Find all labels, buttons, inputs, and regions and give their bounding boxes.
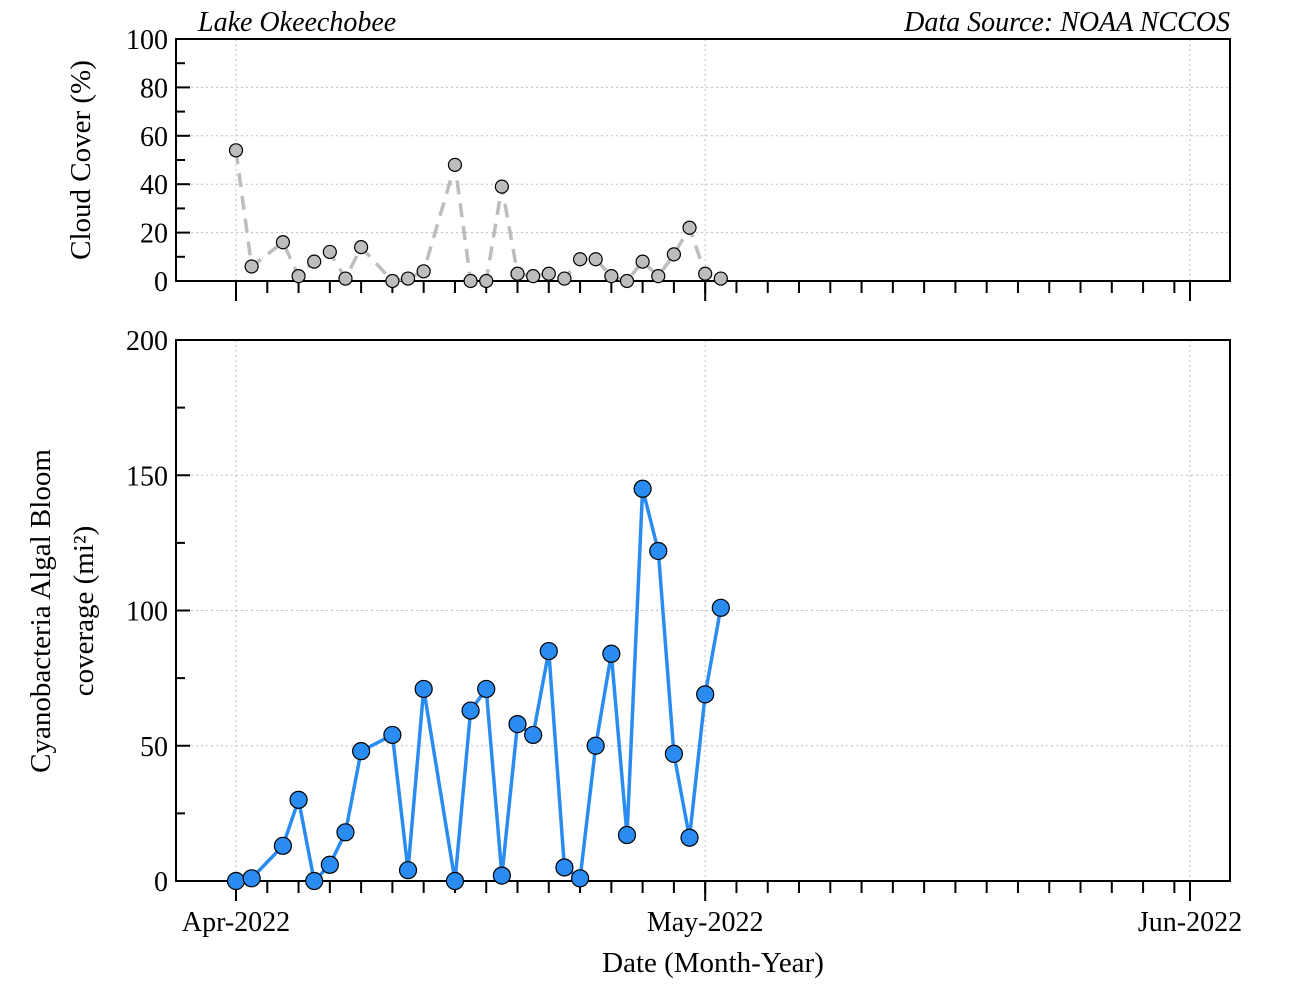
cloud-data-point (275, 235, 291, 250)
cloud-data-point (651, 269, 666, 284)
bloom-data-point (336, 823, 355, 842)
bloom-data-point (273, 836, 293, 855)
bloom-data-point (383, 725, 402, 745)
cloud-y-tick-label: 60 (140, 122, 168, 153)
cloud-data-point (307, 254, 322, 269)
cloud-y-tick-label: 40 (140, 170, 168, 201)
bloom-data-point (242, 869, 261, 888)
bloom-data-point (305, 871, 324, 891)
bloom-data-point (461, 701, 480, 720)
cloud-data-point (322, 244, 337, 260)
bloom-data-point (649, 541, 668, 561)
bloom-data-point (570, 869, 590, 888)
cloud-data-point (400, 271, 416, 286)
bloom-data-point (414, 679, 433, 699)
bloom-data-point (508, 715, 527, 734)
cloud-data-point (666, 247, 682, 262)
bloom-data-point (680, 828, 699, 847)
cloud-data-point (479, 273, 494, 289)
bloom-data-point (398, 861, 418, 880)
bloom-axis-title-line-1: Cyanobacteria Algal Bloom (25, 449, 57, 773)
bloom-data-point (352, 742, 371, 761)
x-axis-title: Date (Month-Year) (602, 947, 824, 979)
bloom-data-point (492, 866, 511, 885)
cloud-data-point (635, 254, 650, 269)
bloom-y-tick-label: 150 (126, 461, 168, 492)
bloom-x-tick-label: Apr-2022 (182, 907, 290, 938)
bloom-data-point (711, 598, 730, 617)
cloud-data-point (463, 273, 478, 289)
source-label: Data Source: NOAA NCCOS (903, 7, 1230, 38)
bloom-axis-title-line-2: coverage (mi²) (68, 526, 100, 697)
bloom-data-point (617, 825, 637, 845)
cloud-data-point (713, 271, 728, 286)
cloud-data-point (244, 259, 259, 274)
cloud-data-point (354, 240, 369, 255)
bloom-data-point (524, 725, 543, 745)
cloud-data-point (557, 271, 572, 286)
cloud-data-point (494, 179, 509, 194)
cloud-plot-frame (175, 38, 1231, 282)
cloud-data-point (541, 266, 556, 281)
cloud-y-tick-label: 100 (126, 25, 168, 56)
cloud-data-point (228, 143, 244, 158)
bloom-data-point (586, 736, 605, 755)
bloom-x-tick-label: Jun-2022 (1138, 907, 1242, 938)
cloud-y-tick-label: 20 (140, 219, 168, 250)
bloom-data-point (696, 685, 715, 704)
bloom-y-tick-label: 0 (154, 867, 168, 898)
cloud-data-point (510, 266, 525, 281)
bloom-y-tick-label: 200 (126, 326, 168, 357)
cloud-data-point (619, 273, 635, 289)
cloud-data-point (572, 252, 588, 267)
cloud-data-point (698, 266, 713, 281)
bloom-data-point (555, 858, 574, 877)
cloud-data-point (588, 252, 603, 267)
bloom-data-point (633, 479, 652, 498)
cloud-cover-panel: 0 20 40 60 80 100 (126, 25, 1231, 301)
bloom-y-tick-label: 100 (126, 597, 168, 628)
bloom-x-tick-label: May-2022 (647, 907, 764, 938)
cloud-y-tick-label: 0 (154, 267, 168, 298)
bloom-y-tick-label: 50 (140, 732, 168, 763)
cloud-data-point (604, 269, 619, 284)
cloud-data-point (447, 157, 463, 172)
bloom-data-point (445, 871, 465, 891)
cloud-data-point (526, 269, 541, 284)
cloud-y-tick-label: 80 (140, 73, 168, 104)
bloom-data-point (539, 641, 558, 661)
bloom-data-point (664, 744, 684, 763)
bloom-data-point (602, 644, 621, 663)
cloud-data-point (682, 220, 697, 235)
cloud-cover-axis-title: Cloud Cover (%) (65, 60, 97, 260)
cloud-data-point (416, 264, 431, 279)
cloud-data-point (385, 273, 400, 289)
cloud-data-point (338, 271, 353, 286)
bloom-data-point (226, 871, 246, 891)
location-label: Lake Okeechobee (197, 7, 396, 38)
cloud-data-point (291, 269, 306, 284)
bloom-data-point (289, 790, 308, 809)
bloom-coverage-panel: 0 50 100 150 200 Apr-2022 May-2022 Jun-2022 (126, 326, 1242, 938)
bloom-data-point (320, 855, 339, 874)
bloom-data-point (477, 679, 496, 699)
